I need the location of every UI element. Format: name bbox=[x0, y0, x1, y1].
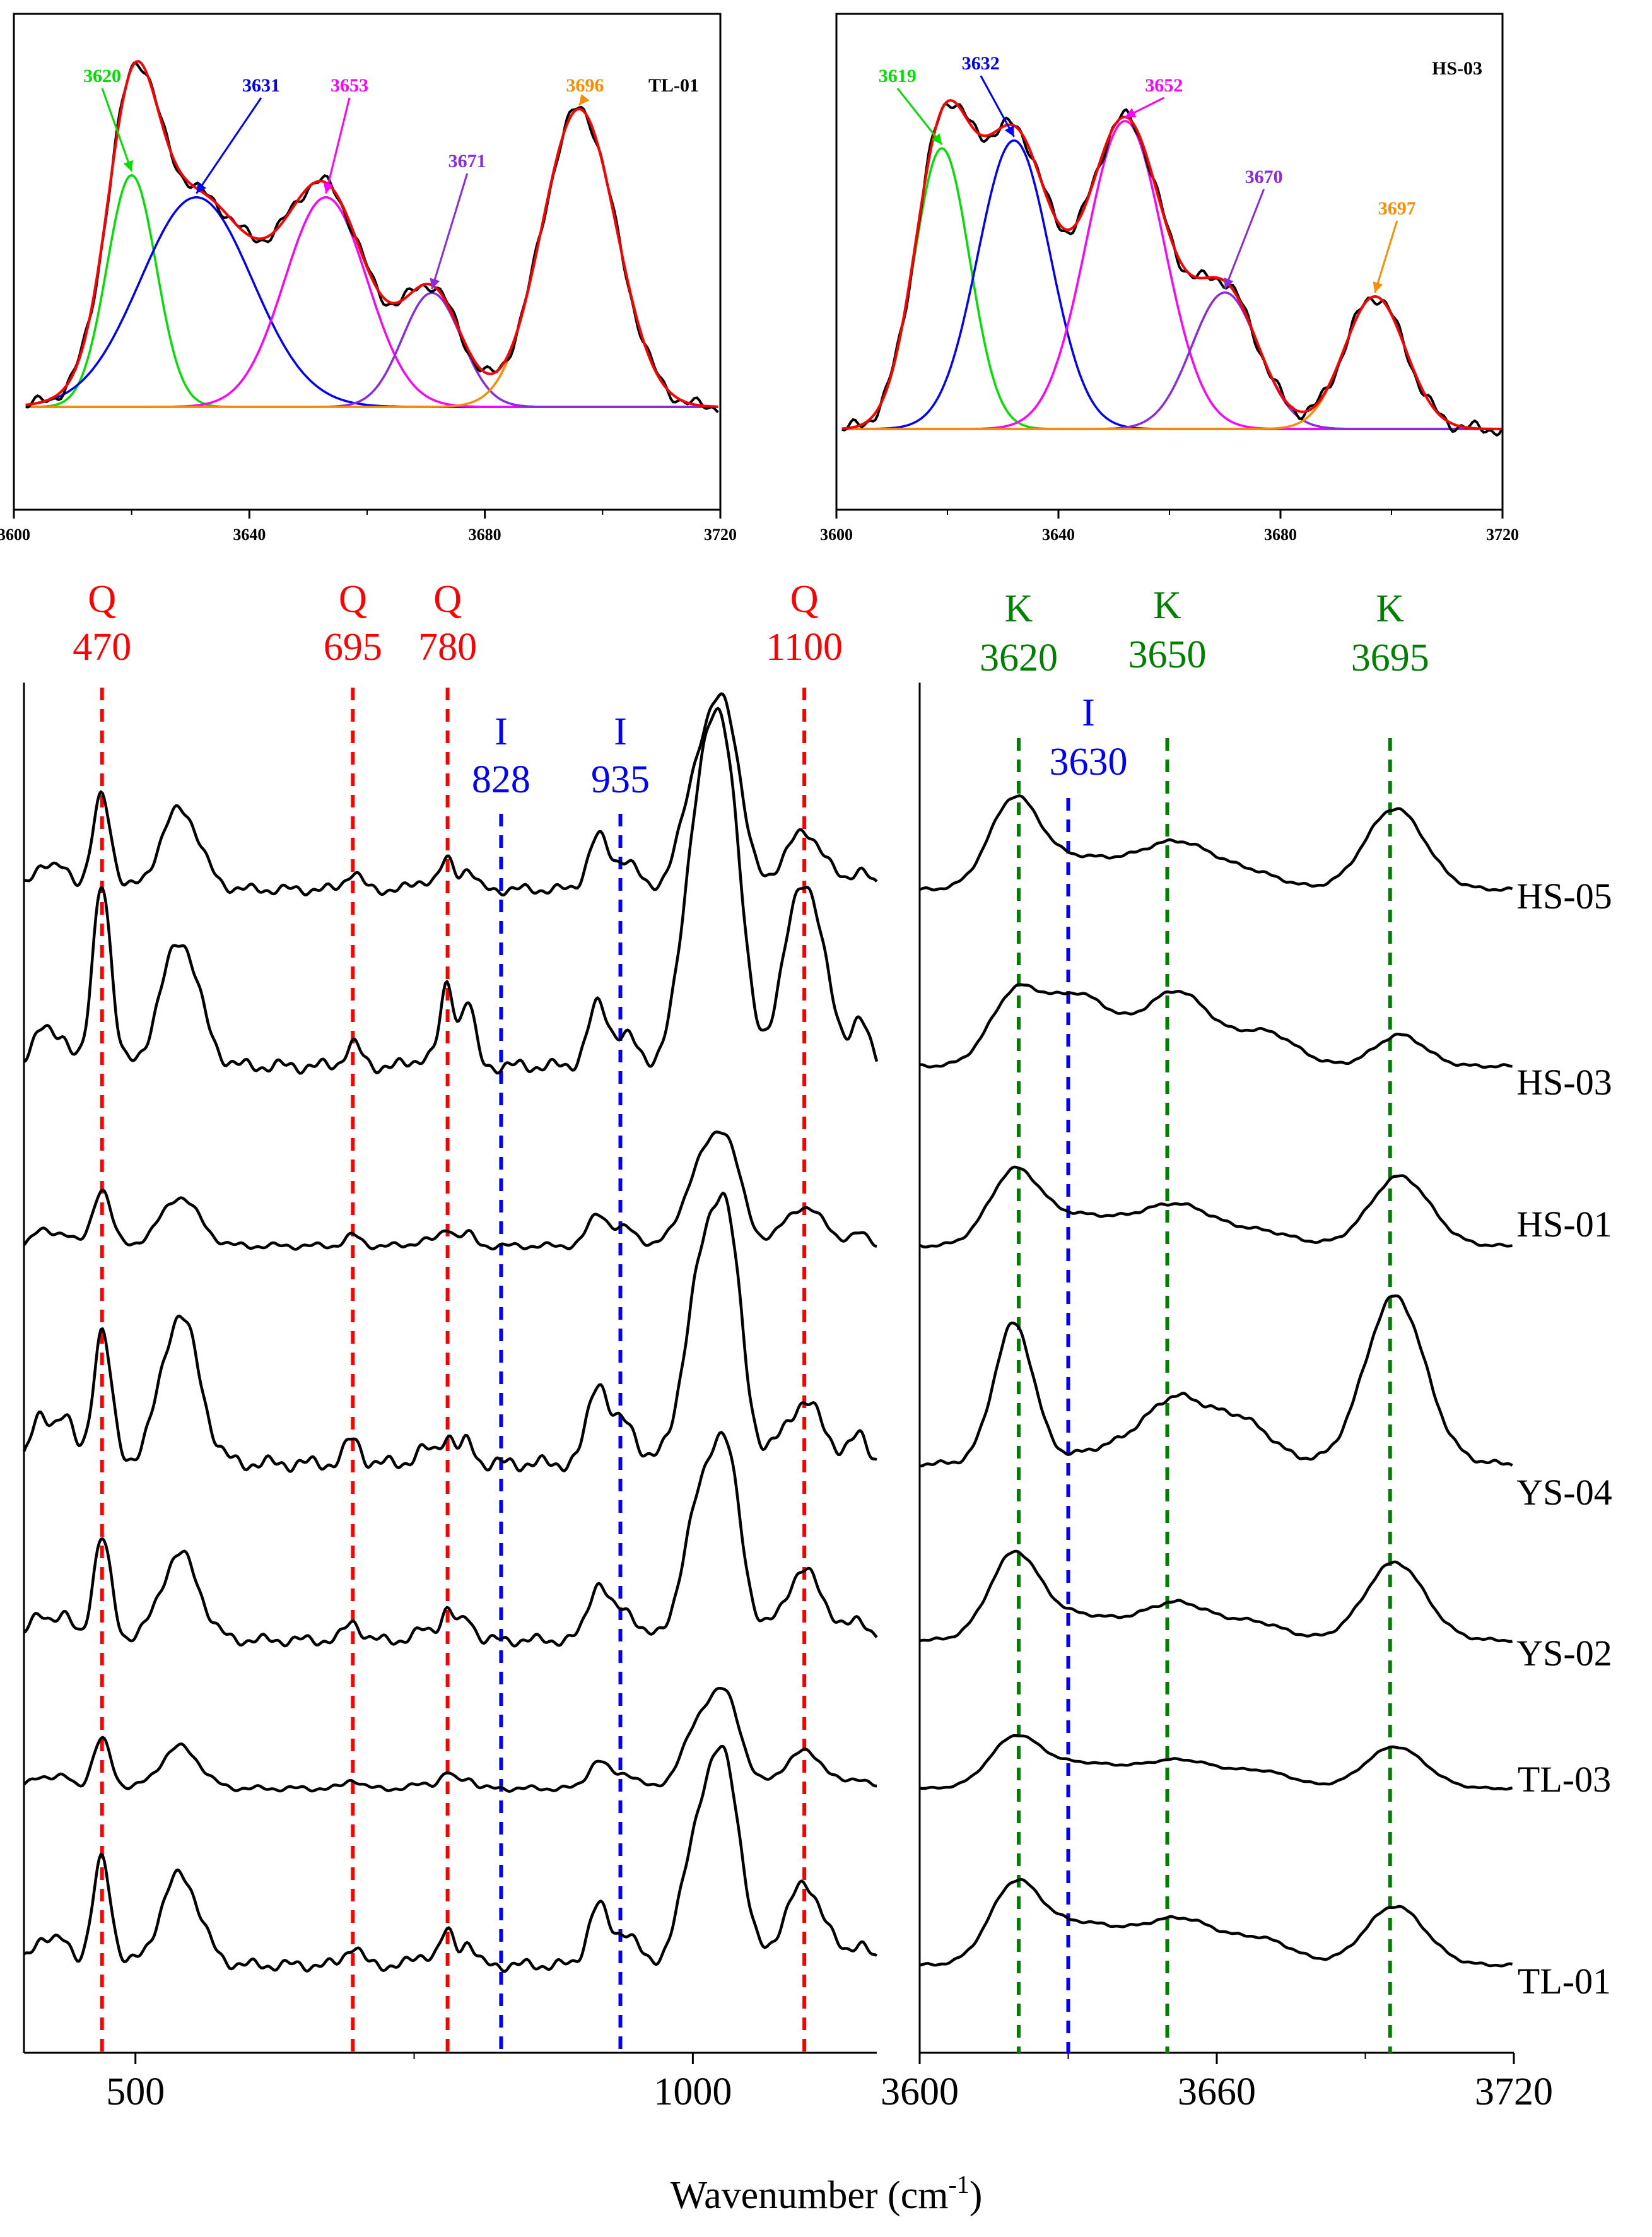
inset-hs03-tick-label: 3720 bbox=[1486, 525, 1519, 544]
main-low-ref-value: 780 bbox=[418, 626, 477, 669]
inset-tl01-peak-label: 3653 bbox=[331, 75, 368, 96]
x-axis-title-close: ) bbox=[970, 2174, 983, 2217]
inset-tl01-tick-label: 3600 bbox=[0, 525, 30, 544]
inset-hs03-panel: 3600 3640 3680 3720 3619 3632 3652 3670 3697 HS-0… bbox=[820, 13, 1519, 544]
main-oh-panel: 3600 3660 3720 K 3620 I 3630 K 3650 K 3695 HS-05 HS-… bbox=[881, 584, 1612, 2113]
inset-hs03-tick-label: 3600 bbox=[820, 525, 853, 544]
main-oh-series-TL-03 bbox=[919, 1734, 1513, 1791]
series-label-YS-02: YS-02 bbox=[1516, 1633, 1612, 1674]
main-low-ref-value: 935 bbox=[591, 758, 650, 801]
main-low-ref-value: 828 bbox=[472, 758, 530, 801]
inset-hs03-peak-arrow bbox=[1224, 189, 1265, 290]
main-low-panel: 500 1000 Q 470 Q 695 Q 780 I 828 I 935 Q 1100 bbox=[22, 578, 879, 2113]
inset-hs03-peak-label: 3670 bbox=[1245, 167, 1283, 187]
main-oh-ref-value: 3650 bbox=[1128, 633, 1207, 676]
main-low-series-HS-03 bbox=[23, 707, 879, 1075]
inset-hs03-envelope bbox=[841, 98, 1502, 430]
inset-tl01-peak-label: 3631 bbox=[242, 75, 280, 96]
main-oh-series-HS-01 bbox=[919, 1165, 1513, 1249]
x-axis-title-text: Wavenumber (cm bbox=[671, 2174, 949, 2217]
inset-hs03-peak-arrowhead bbox=[931, 133, 942, 145]
series-label-TL-03: TL-03 bbox=[1518, 1759, 1611, 1800]
inset-tl01-peak-label: 3671 bbox=[448, 151, 486, 172]
main-low-ref-value: 1100 bbox=[766, 626, 843, 669]
main-low-series-TL-01 bbox=[23, 1744, 877, 1973]
main-low-ref-value: 470 bbox=[73, 626, 131, 669]
inset-tl01-peak-arrowhead bbox=[579, 94, 590, 105]
inset-tl01-peak-arrowhead bbox=[323, 182, 334, 194]
series-label-TL-01: TL-01 bbox=[1518, 1961, 1611, 2002]
series-label-YS-04: YS-04 bbox=[1516, 1472, 1612, 1513]
inset-tl01-peak-arrowhead bbox=[430, 278, 440, 290]
inset-hs03-peak-label: 3632 bbox=[962, 53, 1000, 74]
main-low-tick-label: 500 bbox=[106, 2070, 165, 2113]
inset-tl01-peak-arrow bbox=[325, 97, 351, 194]
main-low-tick-label: 1000 bbox=[653, 2070, 732, 2113]
svg-text:Wavenumber (cm-1): Wavenumber (cm-1) bbox=[671, 2170, 983, 2217]
main-oh-series-YS-02 bbox=[919, 1549, 1513, 1643]
main-low-ref-mineral: I bbox=[614, 710, 627, 753]
inset-tl01-tick-label: 3640 bbox=[233, 525, 266, 544]
main-oh-ref-mineral: K bbox=[1153, 584, 1181, 627]
inset-tl01-panel: 3600 3640 3680 3720 3620 3631 3653 3671 3696 TL-0… bbox=[0, 13, 737, 544]
main-low-ref-value: 695 bbox=[324, 626, 382, 669]
inset-hs03-peak-arrowhead bbox=[1373, 281, 1383, 293]
inset-tl01-peak-arrowhead bbox=[123, 160, 134, 172]
main-low-ref-mineral: Q bbox=[88, 578, 116, 621]
inset-tl01-sample-label: TL-01 bbox=[648, 75, 699, 96]
main-low-series-YS-04 bbox=[22, 1191, 877, 1473]
inset-tl01-peak-arrowhead bbox=[196, 182, 207, 194]
main-oh-series-HS-05 bbox=[919, 794, 1513, 892]
series-label-HS-01: HS-01 bbox=[1516, 1204, 1612, 1245]
inset-hs03-peak-label: 3697 bbox=[1378, 198, 1416, 219]
series-label-HS-05: HS-05 bbox=[1516, 876, 1612, 917]
inset-tl01-peak-arrow bbox=[101, 88, 133, 172]
inset-hs03-peak-arrowhead bbox=[1004, 125, 1014, 137]
main-low-ref-mineral: I bbox=[495, 710, 508, 753]
inset-hs03-peak-arrow bbox=[896, 88, 943, 145]
inset-hs03-peak-label: 3619 bbox=[879, 66, 917, 86]
inset-hs03-peak-arrowhead bbox=[1224, 277, 1234, 289]
inset-hs03-peak-arrowhead bbox=[1125, 108, 1137, 117]
x-axis-title: Wavenumber (cm-1) bbox=[671, 2170, 983, 2217]
main-oh-tick-label: 3720 bbox=[1475, 2070, 1553, 2113]
inset-hs03-tick-label: 3680 bbox=[1264, 525, 1297, 544]
main-low-ref-mineral: Q bbox=[790, 578, 819, 621]
inset-hs03-tick-label: 3640 bbox=[1042, 525, 1075, 544]
inset-tl01-peak-label: 3696 bbox=[566, 75, 604, 96]
inset-hs03-peak-arrow bbox=[980, 75, 1015, 138]
inset-tl01-peak-arrow bbox=[196, 97, 262, 194]
main-oh-ref-value: 3620 bbox=[980, 637, 1058, 679]
inset-tl01-tick-label: 3720 bbox=[704, 525, 737, 544]
main-oh-ref-value: 3630 bbox=[1050, 741, 1128, 784]
main-low-ref-mineral: Q bbox=[433, 578, 462, 621]
inset-hs03-peak-label: 3652 bbox=[1145, 75, 1183, 96]
main-oh-ref-value: 3695 bbox=[1351, 637, 1429, 679]
series-label-HS-03: HS-03 bbox=[1516, 1062, 1612, 1103]
x-axis-title-sup: -1 bbox=[948, 2170, 969, 2199]
main-oh-ref-mineral: K bbox=[1376, 587, 1404, 630]
main-oh-series-YS-04 bbox=[919, 1294, 1513, 1468]
main-low-series-HS-05 bbox=[23, 692, 878, 897]
main-low-ref-mineral: Q bbox=[339, 578, 367, 621]
main-low-series-YS-02 bbox=[23, 1431, 878, 1648]
inset-tl01-envelope bbox=[25, 60, 718, 408]
inset-hs03-sample-label: HS-03 bbox=[1432, 58, 1482, 79]
inset-tl01-tick-label: 3680 bbox=[469, 525, 501, 544]
main-oh-series-HS-03 bbox=[919, 983, 1513, 1069]
main-low-series-TL-03 bbox=[23, 1686, 877, 1793]
main-low-series-HS-01 bbox=[23, 1130, 877, 1251]
inset-tl01-peak-arrow bbox=[431, 173, 469, 290]
inset-tl01-peak-label: 3620 bbox=[83, 66, 121, 86]
main-oh-tick-label: 3600 bbox=[881, 2070, 959, 2113]
main-oh-tick-label: 3660 bbox=[1178, 2070, 1256, 2113]
main-oh-ref-mineral: I bbox=[1082, 691, 1095, 734]
main-oh-ref-mineral: K bbox=[1005, 587, 1033, 630]
main-oh-series-TL-01 bbox=[919, 1877, 1513, 1968]
inset-hs03-peak-arrow bbox=[1374, 220, 1398, 293]
